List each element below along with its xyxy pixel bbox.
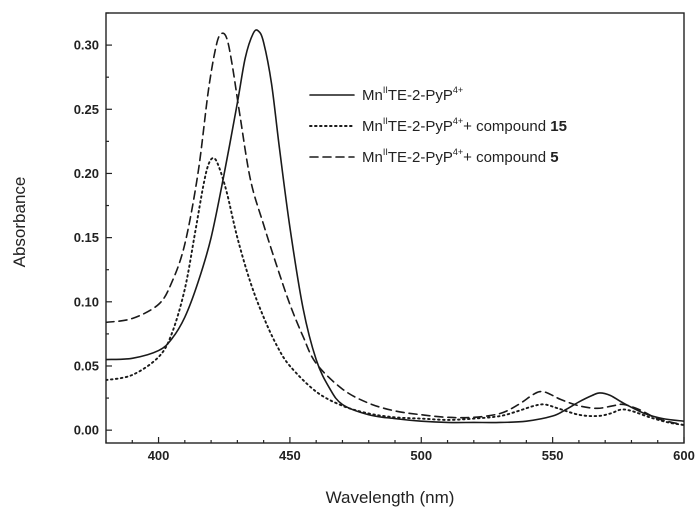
axis-ticks: 400 450 500 550 600 0.00 0.05 0.10 0.15 0.20 0.25 0… bbox=[74, 12, 695, 463]
legend: MnIITE-2-PyP4+ MnIITE-2-PyP4++ compound 1… bbox=[309, 85, 567, 166]
y-tick-label: 0.00 bbox=[74, 423, 99, 438]
legend-label: MnIITE-2-PyP4++ compound 5 bbox=[362, 147, 559, 166]
y-tick-label: 0.25 bbox=[74, 102, 99, 117]
y-tick-label: 0.05 bbox=[74, 358, 99, 373]
y-tick-label: 0.20 bbox=[74, 166, 99, 181]
series-lines bbox=[106, 29, 684, 426]
series-line-dotted bbox=[106, 157, 684, 426]
x-tick-label: 500 bbox=[410, 448, 432, 463]
x-axis-title: Wavelength (nm) bbox=[326, 488, 455, 507]
y-axis-title: Absorbance bbox=[10, 177, 29, 268]
x-tick-label: 550 bbox=[542, 448, 564, 463]
x-tick-label: 450 bbox=[279, 448, 301, 463]
series-line-solid bbox=[106, 29, 684, 424]
legend-label: MnIITE-2-PyP4+ bbox=[362, 85, 463, 104]
x-tick-label: 400 bbox=[148, 448, 170, 463]
legend-label: MnIITE-2-PyP4++ compound 15 bbox=[362, 116, 567, 135]
y-tick-label: 0.10 bbox=[74, 294, 99, 309]
series-line-dashed bbox=[106, 32, 684, 426]
y-tick-label: 0.30 bbox=[74, 38, 99, 53]
x-tick-label: 600 bbox=[673, 448, 695, 463]
y-tick-label: 0.15 bbox=[74, 230, 99, 245]
plot-border bbox=[105, 12, 685, 444]
plot-area bbox=[105, 12, 685, 444]
